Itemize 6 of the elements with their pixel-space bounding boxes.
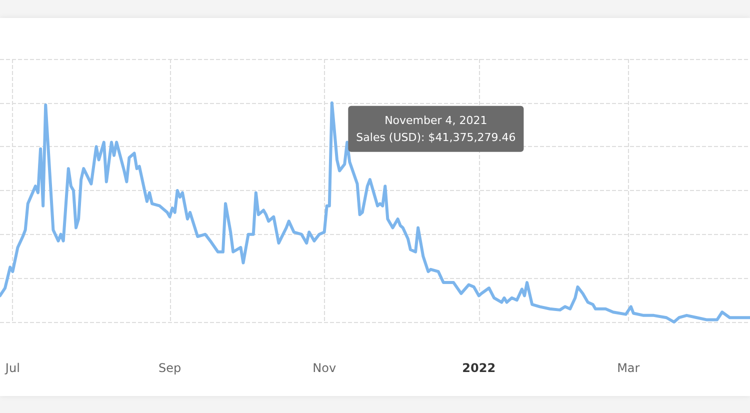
annotation: November 4, 2021 Sales (USD): $41,375,279.46 [356, 114, 516, 144]
x-tick-label: Nov [312, 361, 336, 375]
x-tick-label: Mar [617, 361, 640, 375]
x-tick-label: 2022 [462, 361, 496, 375]
x-tick-label: Jul [4, 361, 20, 375]
x-tick-label: Sep [158, 361, 182, 375]
